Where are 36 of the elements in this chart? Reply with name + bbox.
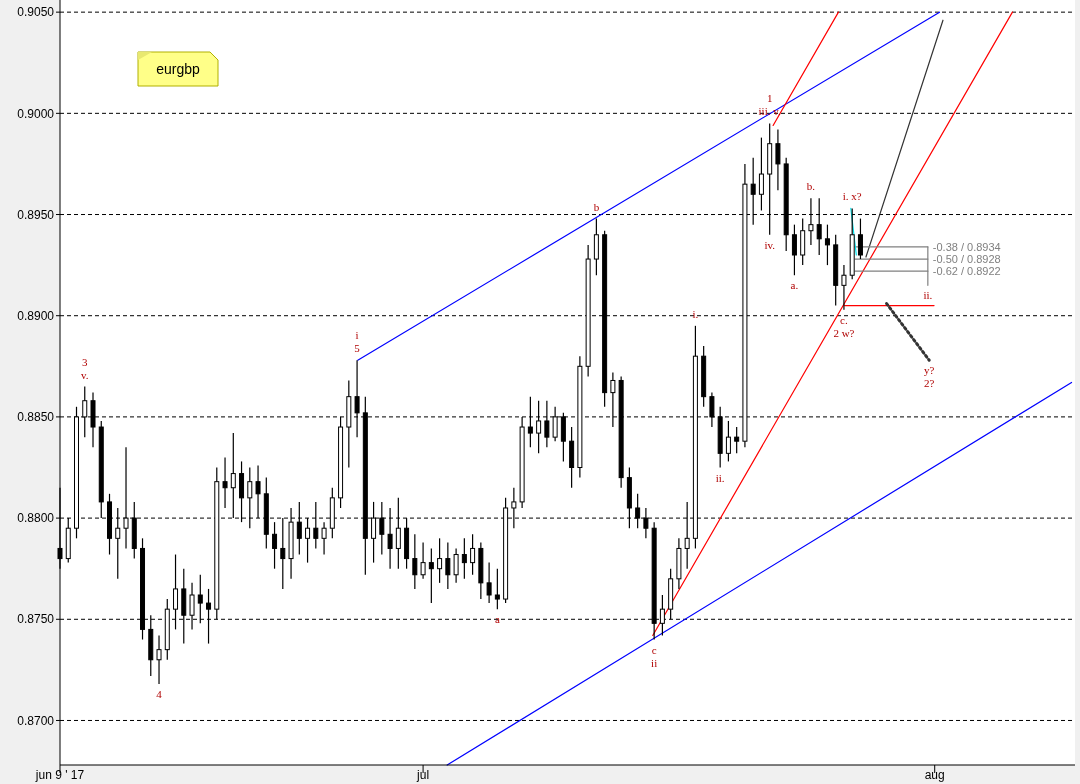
annotation: y? [924, 364, 935, 377]
annotation: ii. [923, 289, 933, 302]
x-tick-label: jun 9 ' 17 [34, 768, 85, 782]
y-tick-label: 0.9000 [17, 106, 55, 121]
annotation: -0.62 / 0.8922 [932, 265, 1001, 278]
y-tick-label: 0.8750 [17, 612, 55, 627]
annotation: ii [651, 656, 658, 669]
annotation: b. [806, 180, 816, 193]
annotation: eurgbp [156, 61, 201, 77]
annotation: iv. [764, 238, 776, 251]
annotation: c. [840, 313, 849, 326]
annotation: 3 [82, 355, 89, 368]
y-tick-label: 0.8800 [17, 511, 55, 526]
annotation: -0.50 / 0.8928 [932, 252, 1001, 265]
x-tick-label: aug [924, 768, 945, 782]
annotation: v. [80, 368, 89, 381]
y-tick-label: 0.8850 [17, 410, 55, 425]
annotation: a. [790, 279, 799, 292]
y-tick-label: 0.8700 [17, 713, 55, 728]
annotation: 1 [766, 92, 773, 105]
y-tick-label: 0.8950 [17, 207, 55, 222]
annotation: i. [692, 307, 699, 320]
annotation: a [494, 613, 500, 626]
annotation: i [355, 329, 359, 342]
annotation: 5 [354, 342, 361, 355]
annotation: 2? [924, 377, 935, 390]
annotation: 2 w? [833, 326, 855, 339]
y-tick-label: 0.9050 [17, 5, 55, 20]
annotation: c [651, 643, 657, 656]
x-tick-label: jul [416, 768, 430, 782]
annotation: -0.38 / 0.8934 [932, 240, 1001, 253]
annotation: i. x? [842, 190, 862, 203]
annotation: b [593, 200, 600, 213]
y-tick-label: 0.8900 [17, 308, 55, 323]
annotation: ii. [715, 471, 725, 484]
annotation: 4 [156, 688, 163, 701]
